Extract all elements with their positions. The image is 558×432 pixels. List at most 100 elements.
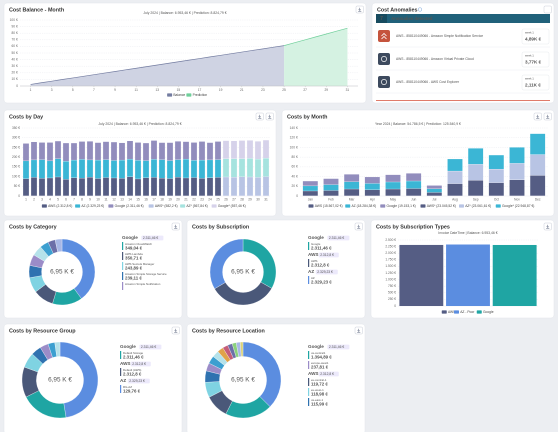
x-tick-label: 31 <box>264 197 268 201</box>
bar-segment <box>31 141 37 160</box>
bar-segment <box>191 142 197 161</box>
legend-item-amount: 2.329,23 € <box>311 279 332 284</box>
icon-glyph <box>381 79 387 85</box>
x-tick-label: 23 <box>261 88 265 92</box>
bar-segment <box>95 142 101 160</box>
legend-item-bar <box>122 262 124 270</box>
bar-segment <box>103 159 109 178</box>
legend-item-name: Default Storage <box>123 351 143 355</box>
panel-title: Costs by Category <box>9 224 57 230</box>
bar-segment <box>39 178 45 196</box>
y-tick-label: 0 <box>18 194 20 198</box>
chart-subtitle: Invoice DateTime | Balance: 6.953,46 € <box>438 231 497 235</box>
x-tick-label: Dec <box>535 197 541 201</box>
y-tick-label: 200 € <box>12 155 20 159</box>
legend-item-amount: 239,11 € <box>125 275 142 280</box>
bar-segment <box>151 159 157 178</box>
donut-center-label: 6,95 K € <box>50 269 74 276</box>
bar-segment <box>263 176 269 196</box>
x-tick-label: 5 <box>72 88 74 92</box>
legend-item-bar <box>308 378 310 386</box>
bar-segment <box>39 159 45 179</box>
bar-segment <box>135 179 141 196</box>
bar <box>399 244 444 306</box>
y-tick-label: 90 K <box>11 24 18 28</box>
legend: AWS AZ - Poor Google <box>441 310 494 314</box>
y-tick-label: 120 K <box>290 136 299 140</box>
legend-item-bar <box>122 282 124 290</box>
anomaly-title: AWS - 858110449066 - Amazon Simple Notif… <box>396 34 483 38</box>
y-tick-label: 50 K <box>11 51 18 55</box>
x-tick-label: 7 <box>73 197 75 201</box>
x-tick-label: 19 <box>168 197 172 201</box>
bar-segment <box>103 177 109 196</box>
legend-group-name: Google <box>308 344 324 349</box>
x-tick-label: 25 <box>216 197 220 201</box>
x-tick-label: 8 <box>81 197 83 201</box>
x-tick-label: 9 <box>89 197 91 201</box>
bar-segment <box>111 178 117 196</box>
legend-label: AWS* (582,2 €) <box>155 204 178 208</box>
legend-item-bar <box>122 242 124 250</box>
y-tick-label: 250 € <box>388 297 396 301</box>
bar-segment <box>183 178 189 196</box>
bar-segment <box>344 189 360 196</box>
bar-segment <box>302 186 318 191</box>
bar-segment <box>55 158 61 177</box>
legend-group-tag <box>327 235 350 241</box>
bar-segment <box>135 142 141 161</box>
bar-segment <box>143 177 149 196</box>
bar-segment <box>55 177 61 196</box>
x-tick-label: Nov <box>514 197 520 201</box>
legend-item-bar <box>308 259 310 267</box>
panel <box>371 2 555 104</box>
y-tick-label: 20 K <box>291 184 298 188</box>
legend-group-tag <box>130 361 151 367</box>
anomaly-header-label: Anomalies detected <box>391 16 433 21</box>
legend: AWS (15.567,02 €) AZ (18.284,38 €) Google … <box>308 204 534 208</box>
bar-segment <box>175 159 181 178</box>
legend-group-tag <box>315 269 338 275</box>
bar-segment <box>239 158 245 177</box>
bar-segment <box>135 160 141 179</box>
bar-segment <box>385 174 401 182</box>
bar-segment <box>447 159 463 171</box>
bar-segment <box>159 178 165 196</box>
icon-button[interactable] <box>543 5 552 14</box>
bar-segment <box>255 141 261 159</box>
amount-box <box>521 28 550 45</box>
legend-label: Google (2.311,46 €) <box>115 204 144 208</box>
legend-item-bar <box>308 242 310 250</box>
legend-item-amount: 237,81 € <box>311 364 329 369</box>
bar-segment <box>426 188 442 193</box>
x-tick-label: Oct <box>494 197 499 201</box>
bar-segment <box>447 183 463 196</box>
y-tick-label: 60 K <box>11 44 18 48</box>
x-tick-label: 11 <box>104 197 108 201</box>
legend: AWS (2.312,8 €) AZ (2.329,23 €) Google (2.… <box>41 204 246 208</box>
bar-segment <box>63 143 69 162</box>
x-tick-label: 30 <box>256 197 260 201</box>
bar-segment <box>215 177 221 196</box>
legend-item-name: Amazon CloudWatch <box>125 242 152 246</box>
bar-segment <box>199 141 205 160</box>
x-tick-label: Jul <box>432 197 436 201</box>
bar-segment <box>468 148 484 165</box>
legend-swatch <box>476 310 482 314</box>
x-tick-label: 2 <box>33 197 35 201</box>
amount-box <box>521 51 550 68</box>
bar-segment <box>468 180 484 196</box>
legend: Balance Prediction <box>167 93 207 97</box>
bar-segment <box>323 184 339 191</box>
bar-segment <box>364 189 380 196</box>
x-tick-label: 10 <box>96 197 100 201</box>
y-tick-label: 80 K <box>11 31 18 35</box>
bar-segment <box>191 177 197 196</box>
legend-group-total: 2.311,46 € <box>141 345 157 349</box>
bar-segment <box>488 155 504 169</box>
legend-swatch <box>441 310 447 314</box>
y-tick-label: 1.250 € <box>385 271 396 275</box>
anomaly-count: 7 <box>380 16 383 22</box>
x-tick-label: May <box>390 197 396 201</box>
